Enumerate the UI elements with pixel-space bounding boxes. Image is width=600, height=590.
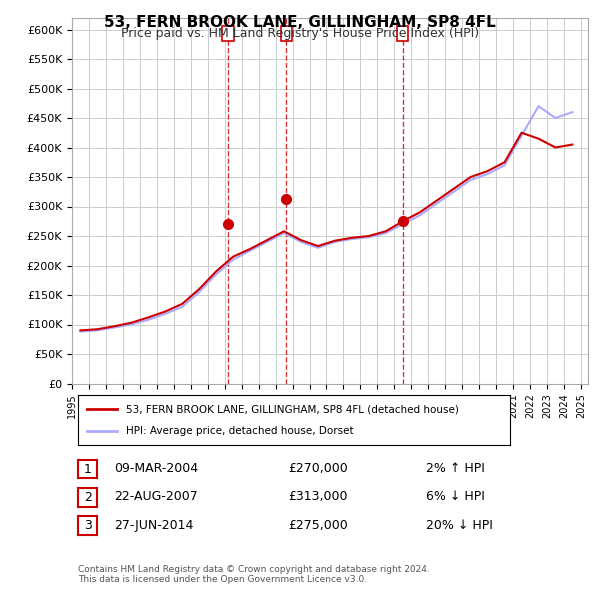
Text: 09-MAR-2004: 09-MAR-2004 [114, 462, 198, 475]
Text: 2% ↑ HPI: 2% ↑ HPI [426, 462, 485, 475]
Text: 1: 1 [83, 463, 92, 476]
Text: 27-JUN-2014: 27-JUN-2014 [114, 519, 193, 532]
Text: 20% ↓ HPI: 20% ↓ HPI [426, 519, 493, 532]
Text: £275,000: £275,000 [288, 519, 348, 532]
Text: 2: 2 [83, 491, 92, 504]
Text: £313,000: £313,000 [288, 490, 347, 503]
Text: 2: 2 [283, 29, 290, 39]
Text: Contains HM Land Registry data © Crown copyright and database right 2024.
This d: Contains HM Land Registry data © Crown c… [78, 565, 430, 584]
Text: 53, FERN BROOK LANE, GILLINGHAM, SP8 4FL (detached house): 53, FERN BROOK LANE, GILLINGHAM, SP8 4FL… [125, 404, 458, 414]
Text: HPI: Average price, detached house, Dorset: HPI: Average price, detached house, Dors… [125, 427, 353, 437]
Text: 3: 3 [83, 519, 92, 532]
Text: 53, FERN BROOK LANE, GILLINGHAM, SP8 4FL: 53, FERN BROOK LANE, GILLINGHAM, SP8 4FL [104, 15, 496, 30]
Text: £270,000: £270,000 [288, 462, 348, 475]
Text: Price paid vs. HM Land Registry's House Price Index (HPI): Price paid vs. HM Land Registry's House … [121, 27, 479, 40]
Text: 6% ↓ HPI: 6% ↓ HPI [426, 490, 485, 503]
Text: 3: 3 [399, 29, 406, 39]
Text: 1: 1 [224, 29, 232, 39]
Text: 22-AUG-2007: 22-AUG-2007 [114, 490, 198, 503]
